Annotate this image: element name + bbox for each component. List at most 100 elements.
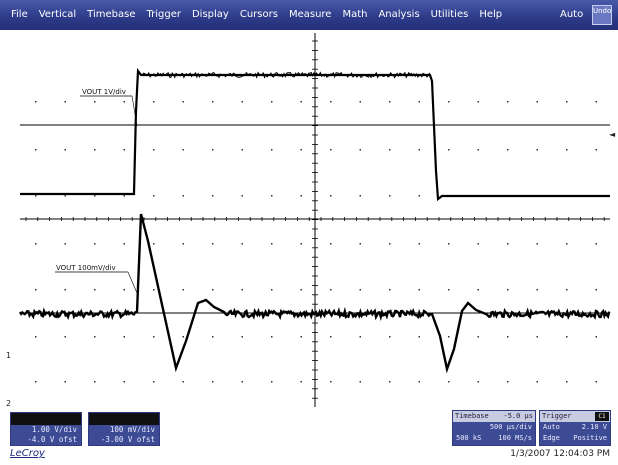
grid-dot <box>64 381 66 383</box>
grid-dot <box>448 101 450 103</box>
menu-file[interactable]: File <box>11 9 28 20</box>
grid-dot <box>359 336 361 338</box>
grid-dot <box>330 101 332 103</box>
menu-vertical[interactable]: Vertical <box>38 9 77 20</box>
menu-analysis[interactable]: Analysis <box>378 9 420 20</box>
grid-dot <box>595 381 597 383</box>
channel1-box-header <box>11 413 81 425</box>
grid-dot <box>123 195 125 197</box>
grid-dot <box>507 101 509 103</box>
grid-dot <box>182 381 184 383</box>
grid-dot <box>566 101 568 103</box>
grid-dot <box>153 195 155 197</box>
upper-label-pointer <box>131 95 138 127</box>
trigger-level-arrow[interactable]: ◄ <box>609 130 616 139</box>
grid-dot <box>418 336 420 338</box>
grid-dot <box>64 336 66 338</box>
undo-button[interactable]: Undo <box>592 5 612 25</box>
grid-dot <box>241 149 243 151</box>
timebase-header: Timebase -5.0 µs <box>453 411 535 422</box>
grid-dot <box>507 336 509 338</box>
grid-dot <box>64 243 66 245</box>
grid-dot <box>35 101 37 103</box>
grid-dot <box>536 289 538 291</box>
grid-dot <box>507 381 509 383</box>
grid-dot <box>64 101 66 103</box>
grid-dot <box>123 243 125 245</box>
channel1-scale: 1.00 V/div <box>31 425 77 434</box>
grid-dot <box>241 195 243 197</box>
grid-dot <box>448 289 450 291</box>
timebase-delay: -5.0 µs <box>503 412 533 420</box>
menu-trigger[interactable]: Trigger <box>146 9 181 20</box>
grid-dot <box>477 289 479 291</box>
grid-dot <box>212 289 214 291</box>
grid-dot <box>536 381 538 383</box>
grid-dot <box>64 289 66 291</box>
grid-dot <box>212 336 214 338</box>
grid-dot <box>94 149 96 151</box>
grid-dot <box>595 243 597 245</box>
menu-utilities[interactable]: Utilities <box>430 9 469 20</box>
auto-setup-button[interactable]: Auto <box>560 9 584 20</box>
menu-items: File Vertical Timebase Trigger Display C… <box>6 9 508 21</box>
grid-dot <box>64 195 66 197</box>
timebase-samples: 500 kS <box>456 434 482 442</box>
grid-dot <box>212 195 214 197</box>
grid-dot <box>153 101 155 103</box>
grid-dot <box>359 149 361 151</box>
grid-dot <box>418 101 420 103</box>
channel2-box[interactable]: 100 mV/div -3.00 V ofst <box>88 412 160 446</box>
grid-dot <box>418 243 420 245</box>
trigger-box[interactable]: Trigger C1 Auto 2.10 V Edge Positive <box>539 410 611 446</box>
grid-dot <box>330 149 332 151</box>
grid-dot <box>153 336 155 338</box>
timebase-scale: 500 µs/div <box>489 423 532 431</box>
menu-help[interactable]: Help <box>479 9 503 20</box>
grid-dot <box>595 149 597 151</box>
grid-dot <box>271 336 273 338</box>
grid-dot <box>35 381 37 383</box>
menu-display[interactable]: Display <box>191 9 229 20</box>
timebase-box[interactable]: Timebase -5.0 µs 500 µs/div 500 kS 100 M… <box>452 410 536 446</box>
menu-measure[interactable]: Measure <box>288 9 332 20</box>
grid-dot <box>123 289 125 291</box>
grid-dot <box>566 336 568 338</box>
grid-dot <box>300 101 302 103</box>
trigger-title: Trigger <box>542 412 572 420</box>
grid-dot <box>389 289 391 291</box>
trigger-slope: Positive <box>573 434 607 442</box>
grid-dot <box>35 289 37 291</box>
grid-dot <box>212 149 214 151</box>
grid-dot <box>477 381 479 383</box>
grid-dot <box>359 101 361 103</box>
menu-timebase[interactable]: Timebase <box>87 9 136 20</box>
grid-dot <box>389 149 391 151</box>
lower-trace <box>18 213 611 374</box>
grid-dot <box>271 101 273 103</box>
grid-dot <box>507 149 509 151</box>
channel1-box[interactable]: 1.00 V/div -4.0 V ofst <box>10 412 82 446</box>
grid-dot <box>477 149 479 151</box>
grid-dot <box>271 289 273 291</box>
trigger-header: Trigger C1 <box>540 411 610 422</box>
grid-dot <box>359 381 361 383</box>
timebase-row1: 500 µs/div <box>453 422 535 433</box>
grid-dot <box>595 336 597 338</box>
channel2-marker[interactable]: 2 <box>6 399 11 408</box>
grid-dot <box>300 381 302 383</box>
grid-dot <box>241 243 243 245</box>
menu-math[interactable]: Math <box>342 9 368 20</box>
grid-dot <box>389 101 391 103</box>
grid-dot <box>123 381 125 383</box>
menu-cursors[interactable]: Cursors <box>239 9 278 20</box>
grid-dot <box>271 243 273 245</box>
channel1-marker[interactable]: 1 <box>6 351 11 360</box>
grid-dot <box>212 101 214 103</box>
grid-dot <box>566 243 568 245</box>
grid-dot <box>536 336 538 338</box>
grid-dot <box>300 195 302 197</box>
grid-dot <box>300 149 302 151</box>
grid-dot <box>359 243 361 245</box>
grid-dot <box>418 289 420 291</box>
